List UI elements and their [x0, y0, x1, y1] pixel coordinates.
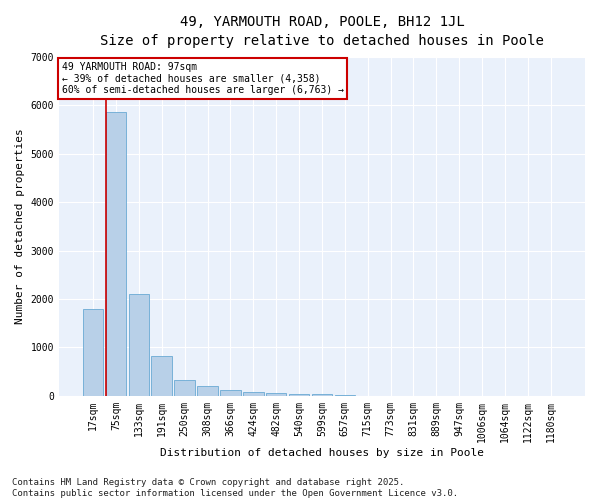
Bar: [289, 394, 310, 396]
Bar: [220, 390, 241, 396]
Y-axis label: Number of detached properties: Number of detached properties: [15, 128, 25, 324]
X-axis label: Distribution of detached houses by size in Poole: Distribution of detached houses by size …: [160, 448, 484, 458]
Bar: [128, 294, 149, 396]
Bar: [266, 392, 286, 396]
Bar: [311, 394, 332, 396]
Bar: [197, 386, 218, 396]
Text: Contains HM Land Registry data © Crown copyright and database right 2025.
Contai: Contains HM Land Registry data © Crown c…: [12, 478, 458, 498]
Bar: [83, 308, 103, 396]
Bar: [106, 112, 127, 396]
Bar: [243, 392, 263, 396]
Title: 49, YARMOUTH ROAD, POOLE, BH12 1JL
Size of property relative to detached houses : 49, YARMOUTH ROAD, POOLE, BH12 1JL Size …: [100, 15, 544, 48]
Text: 49 YARMOUTH ROAD: 97sqm
← 39% of detached houses are smaller (4,358)
60% of semi: 49 YARMOUTH ROAD: 97sqm ← 39% of detache…: [62, 62, 344, 95]
Bar: [151, 356, 172, 396]
Bar: [335, 394, 355, 396]
Bar: [175, 380, 195, 396]
